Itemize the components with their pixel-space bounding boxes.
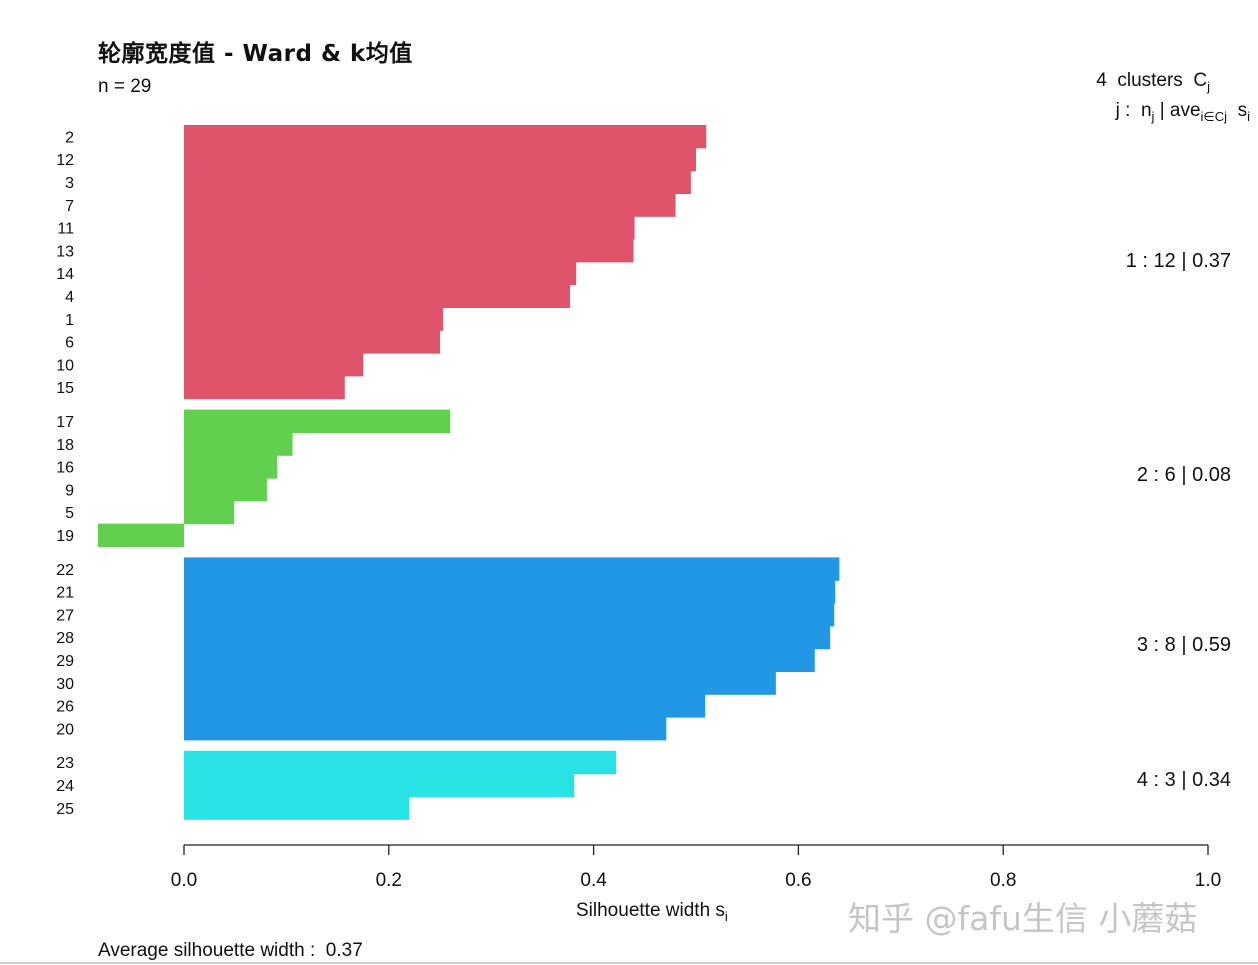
row-label-1: 1: [65, 312, 74, 329]
row-label-4: 4: [65, 289, 74, 306]
row-label-21: 21: [56, 585, 74, 602]
x-axis-title-main: Silhouette width s: [576, 900, 725, 921]
row-label-3: 3: [65, 175, 74, 192]
col-n: n: [1140, 100, 1152, 121]
x-tick-label-3: 0.6: [785, 870, 811, 891]
x-tick-label-4: 0.8: [990, 870, 1016, 891]
bar-cluster-1-obs-10: [184, 353, 364, 377]
cluster-2-summary: 2 : 6 | 0.08: [1136, 464, 1231, 486]
row-label-11: 11: [57, 221, 74, 238]
clusters-count: 4: [1096, 70, 1107, 91]
col-ave: ave: [1169, 100, 1201, 121]
row-label-2: 2: [65, 129, 74, 146]
row-label-7: 7: [65, 198, 74, 215]
row-label-28: 28: [56, 630, 74, 647]
bar-cluster-1-obs-6: [184, 330, 440, 354]
row-label-13: 13: [56, 243, 74, 260]
row-label-14: 14: [56, 266, 74, 283]
row-label-20: 20: [56, 721, 74, 738]
row-label-19: 19: [56, 528, 74, 545]
bar-cluster-1-obs-2: [184, 125, 707, 149]
row-label-16: 16: [56, 460, 74, 477]
x-axis-title-sub: i: [724, 908, 728, 924]
bar-cluster-1-obs-13: [184, 239, 634, 263]
bar-cluster-1-obs-12: [184, 147, 696, 172]
bar-cluster-3-obs-21: [184, 580, 836, 604]
row-label-9: 9: [65, 482, 74, 499]
average-silhouette-value: 0.37: [325, 940, 363, 961]
cluster-1-summary: 1 : 12 | 0.37: [1125, 250, 1231, 272]
bar-cluster-3-obs-30: [184, 671, 776, 695]
x-tick-label-0: 0.0: [171, 870, 197, 891]
bar-cluster-1-obs-1: [184, 307, 444, 331]
row-label-26: 26: [56, 699, 74, 716]
row-label-6: 6: [65, 335, 74, 352]
bar-cluster-2-obs-17: [184, 409, 451, 433]
x-tick-label-1: 0.2: [376, 870, 402, 891]
bar-cluster-1-obs-14: [184, 261, 577, 286]
bar-cluster-1-obs-3: [184, 170, 691, 194]
watermark: 知乎 @fafu生信 小蘑菇: [848, 899, 1198, 938]
clusters-sub: j: [1207, 78, 1210, 94]
cluster-4-summary: 4 : 3 | 0.34: [1136, 769, 1231, 791]
bar-cluster-2-obs-19: [97, 523, 184, 547]
row-label-15: 15: [56, 380, 74, 397]
bar-cluster-2-obs-9: [184, 478, 267, 502]
col-sep: |: [1159, 100, 1165, 121]
bar-cluster-1-obs-4: [184, 284, 571, 308]
bar-cluster-2-obs-16: [184, 455, 278, 479]
clusters-symbol: C: [1193, 70, 1208, 91]
average-silhouette-label: Average silhouette width :: [98, 940, 316, 961]
bar-cluster-3-obs-22: [184, 557, 840, 581]
bottom-divider: [0, 962, 1258, 964]
row-label-5: 5: [65, 505, 74, 522]
row-label-10: 10: [56, 357, 74, 374]
columns-header: j : nj | avei∈Cj si: [1116, 100, 1250, 125]
bar-cluster-4-obs-24: [184, 773, 575, 797]
row-label-25: 25: [56, 801, 74, 818]
bar-cluster-3-obs-26: [184, 694, 706, 718]
bar-cluster-4-obs-25: [184, 796, 410, 820]
bar-cluster-3-obs-27: [184, 603, 835, 627]
row-label-12: 12: [56, 152, 74, 169]
bar-cluster-2-obs-5: [184, 500, 235, 525]
bar-cluster-3-obs-28: [184, 625, 831, 650]
col-n-sub: j: [1151, 108, 1155, 124]
x-tick-label-5: 1.0: [1195, 870, 1221, 891]
average-silhouette: Average silhouette width : 0.37: [98, 940, 363, 962]
cluster-3-summary: 3 : 8 | 0.59: [1136, 634, 1231, 656]
bar-cluster-1-obs-7: [184, 193, 676, 217]
col-j: j :: [1115, 100, 1131, 121]
col-s: s: [1237, 100, 1248, 121]
bar-cluster-1-obs-15: [184, 375, 345, 400]
clusters-text: clusters: [1117, 70, 1183, 91]
bar-cluster-2-obs-18: [184, 432, 293, 456]
col-s-sub: i: [1247, 108, 1250, 124]
bar-cluster-4-obs-23: [184, 750, 617, 775]
row-label-30: 30: [56, 676, 74, 693]
bar-cluster-3-obs-20: [184, 717, 667, 741]
row-label-24: 24: [56, 778, 74, 795]
row-label-18: 18: [56, 437, 74, 454]
chart-title: 轮廓宽度值 - Ward & k均值: [98, 41, 413, 67]
sample-count: n = 29: [98, 76, 152, 97]
clusters-header: 4 clusters Cj: [1096, 70, 1210, 94]
row-label-22: 22: [56, 562, 74, 579]
row-label-17: 17: [56, 414, 74, 431]
col-ave-sub: i∈Cj: [1200, 108, 1228, 124]
x-tick-label-2: 0.4: [580, 870, 607, 891]
row-label-29: 29: [56, 653, 74, 670]
bar-cluster-3-obs-29: [184, 648, 815, 672]
row-label-23: 23: [56, 755, 74, 772]
row-label-27: 27: [56, 607, 74, 624]
x-axis-title: Silhouette width si: [576, 900, 728, 924]
bar-cluster-1-obs-11: [184, 216, 635, 240]
